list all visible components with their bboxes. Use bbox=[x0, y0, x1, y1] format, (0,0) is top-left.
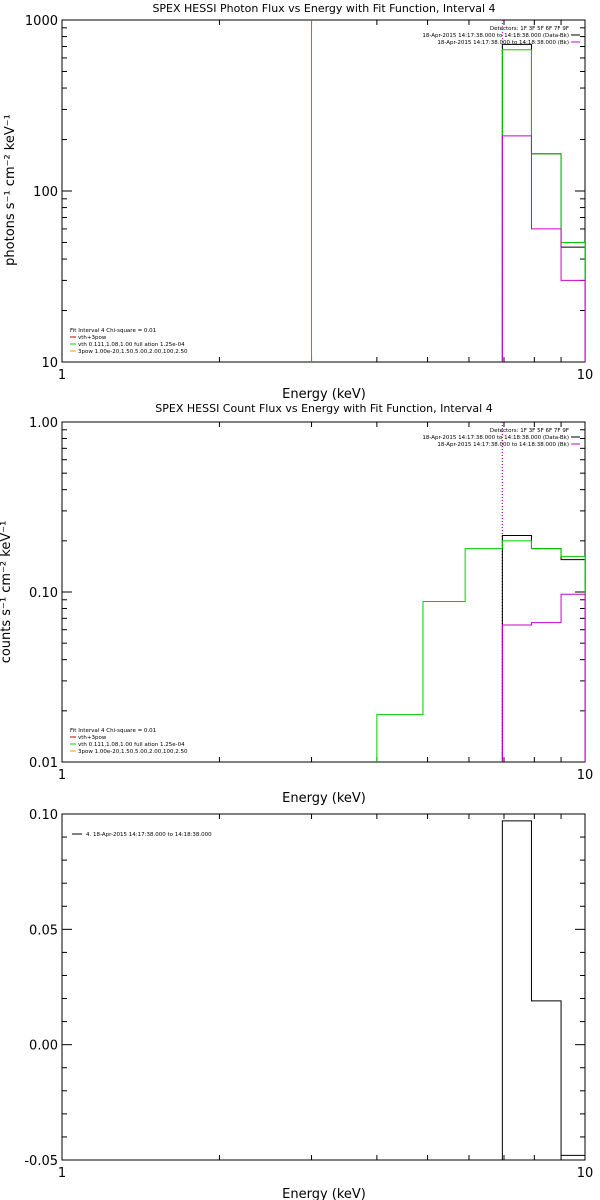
plot-frame bbox=[61, 813, 586, 1161]
legend-entry: 3pow 1.00e-20,1.50,5.00,2.00,100,2.50 bbox=[78, 749, 188, 755]
residual-panel: Energy (keV) 1 10 -0.05 0.00 0.05 0.10 4. 18-A… bbox=[24, 808, 593, 1200]
legend-entry: vth+3pow bbox=[78, 735, 107, 741]
legend-entry: vth 0.111,1.08,1.00 full ation 1.25e-04 bbox=[78, 342, 185, 348]
photon-flux-panel: SPEX HESSI Photon Flux vs Energy with Fi… bbox=[3, 2, 593, 402]
y-tick-label: 0.01 bbox=[29, 756, 58, 771]
y-tick-label: 1.00 bbox=[29, 416, 58, 431]
series-line-2 bbox=[501, 593, 585, 762]
legend-entry: 18-Apr-2015 14:17:38.000 to 14:18:38.000… bbox=[422, 33, 569, 39]
series-line-1 bbox=[376, 540, 585, 762]
legend-entry: Detectors: 1F 3F 5F 6F 7F 9F bbox=[490, 428, 569, 434]
legend-entry: 4. 18-Apr-2015 14:17:38.000 to 14:18:38.… bbox=[86, 832, 212, 838]
photon-flux-title: SPEX HESSI Photon Flux vs Energy with Fi… bbox=[152, 2, 495, 15]
count-flux-panel: SPEX HESSI Count Flux vs Energy with Fit… bbox=[0, 402, 593, 806]
plot-frame bbox=[61, 19, 586, 363]
x-tick-label: 1 bbox=[58, 768, 66, 783]
series-line-0 bbox=[501, 43, 585, 362]
y-tick-label: 1000 bbox=[25, 14, 58, 29]
plot-frame bbox=[61, 421, 586, 763]
legend-entry: vth+3pow bbox=[78, 335, 107, 341]
y-tick-label: 0.05 bbox=[29, 923, 58, 938]
legend-entry: 18-Apr-2015 14:17:38.000 to 14:18:38.000… bbox=[437, 442, 569, 448]
y-tick-label: 100 bbox=[33, 185, 58, 200]
series-line-0 bbox=[501, 534, 585, 762]
x-tick-label: 10 bbox=[577, 768, 594, 783]
legend-entry: 18-Apr-2015 14:17:38.000 to 14:18:38.000… bbox=[422, 435, 569, 441]
series-line-0 bbox=[501, 820, 585, 1160]
x-tick-label: 1 bbox=[58, 1166, 66, 1181]
y-tick-label: 0.00 bbox=[29, 1039, 58, 1054]
count-flux-x-label: Energy (keV) bbox=[282, 791, 366, 806]
series-line-1 bbox=[501, 49, 585, 362]
legend-entry: 3pow 1.00e-20,1.50,5.00,2.00,100,2.50 bbox=[78, 349, 188, 355]
legend-entry: 18-Apr-2015 14:17:38.000 to 14:18:38.000… bbox=[437, 40, 569, 46]
x-tick-label: 10 bbox=[577, 1166, 594, 1181]
legend-entry: vth 0.111,1.08,1.00 full ation 1.25e-04 bbox=[78, 742, 185, 748]
photon-flux-x-label: Energy (keV) bbox=[282, 387, 366, 402]
x-tick-label: 10 bbox=[577, 368, 594, 383]
x-tick-label: 1 bbox=[58, 368, 66, 383]
y-tick-label: 10 bbox=[41, 356, 58, 371]
residual-x-label: Energy (keV) bbox=[282, 1187, 366, 1200]
series-line-2 bbox=[501, 135, 585, 362]
count-flux-title: SPEX HESSI Count Flux vs Energy with Fit… bbox=[155, 402, 492, 415]
y-tick-label: 0.10 bbox=[29, 808, 58, 823]
y-tick-label: 0.10 bbox=[29, 586, 58, 601]
legend-entry: Detectors: 1F 3F 5F 6F 7F 9F bbox=[490, 26, 569, 32]
y-tick-label: -0.05 bbox=[24, 1154, 58, 1169]
legend-entry: Fit Interval 4 Chi-square = 0.01 bbox=[70, 728, 156, 734]
photon-flux-y-label: photons s⁻¹ cm⁻² keV⁻¹ bbox=[3, 114, 18, 266]
count-flux-y-label: counts s⁻¹ cm⁻² keV⁻¹ bbox=[0, 521, 14, 664]
legend-entry: Fit Interval 4 Chi-square = 0.01 bbox=[70, 328, 156, 334]
